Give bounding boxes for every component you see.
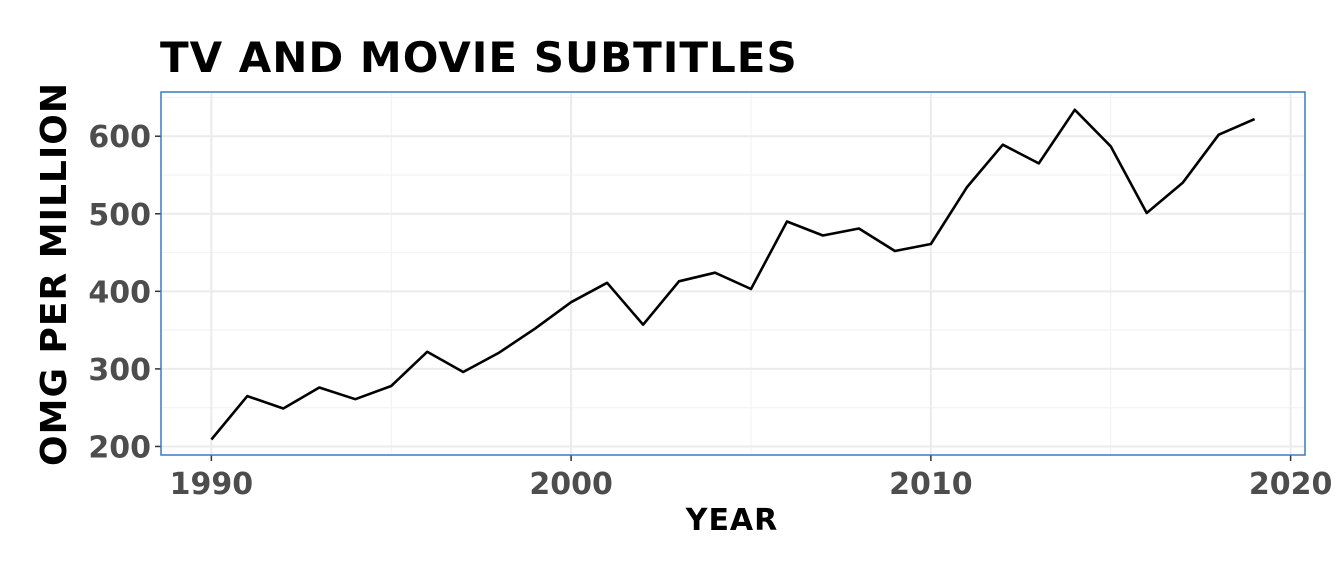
grid xyxy=(161,92,1305,455)
x-axis-label: YEAR xyxy=(685,503,779,538)
axis-ticks: 1990 2000 2010 2020 200 300 400 500 600 xyxy=(88,120,1332,502)
plot-panel xyxy=(160,91,1306,456)
y-tick-label: 500 xyxy=(88,198,151,233)
chart-title: TV AND MOVIE SUBTITLES xyxy=(160,33,798,82)
y-tick-label: 300 xyxy=(88,353,151,388)
x-tick-label: 1990 xyxy=(170,467,254,502)
y-tick-label: 600 xyxy=(88,120,151,155)
x-tick-label: 2010 xyxy=(889,467,973,502)
x-tick-label: 2020 xyxy=(1249,467,1333,502)
series-line xyxy=(210,108,1256,441)
y-tick-label: 200 xyxy=(88,430,151,465)
y-tick-label: 400 xyxy=(88,275,151,310)
y-axis-label: OMG PER MILLION xyxy=(34,82,75,466)
x-tick-label: 2000 xyxy=(529,467,613,502)
